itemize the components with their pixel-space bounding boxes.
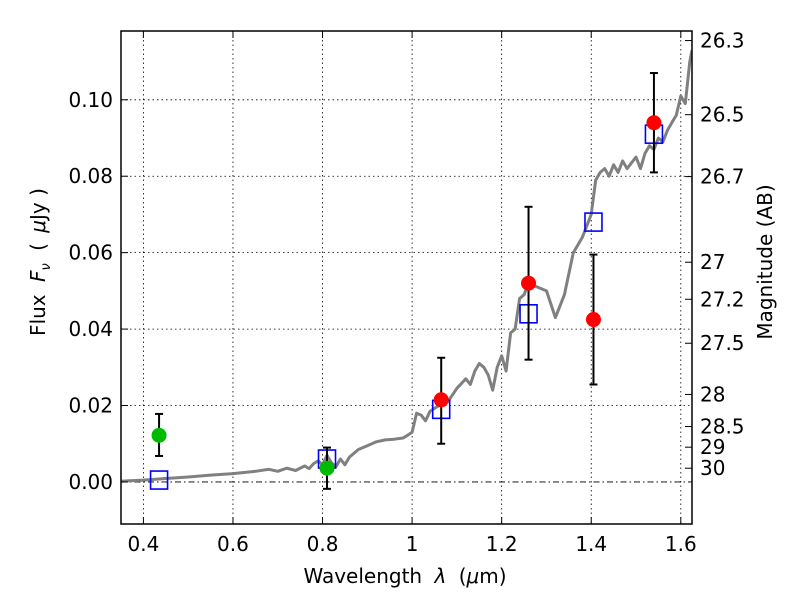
axis-ticks: 0.4 0.6 0.8 1 1.2 1.4 1.6 0.00 0.02 0.04 0.06 0.08 0… <box>68 29 744 556</box>
model-spectrum-line <box>121 49 692 483</box>
x-tick-label: 1.2 <box>486 532 518 556</box>
plot-frame <box>120 30 693 525</box>
y-tick-label: 0.00 <box>68 470 113 494</box>
y-tick-label: 0.04 <box>68 317 113 341</box>
observed-flux-point <box>319 460 335 476</box>
observed-flux-point <box>433 392 449 408</box>
x-tick-label: 0.8 <box>307 532 339 556</box>
y-tick-label: 0.10 <box>68 88 113 112</box>
y2-axis-title: Magnitude (AB) <box>753 184 777 339</box>
y2-tick-label: 27.5 <box>700 331 745 355</box>
y2-tick-label: 26.3 <box>700 29 745 53</box>
x-tick-label: 0.4 <box>127 532 159 556</box>
y2-tick-label: 28 <box>700 382 725 406</box>
y-tick-label: 0.06 <box>68 241 113 265</box>
grid-lines <box>121 31 692 524</box>
x-tick-label: 0.6 <box>217 532 249 556</box>
x-tick-label: 1.6 <box>665 532 697 556</box>
x-tick-label: 1 <box>406 532 419 556</box>
observed-flux-point <box>521 275 537 291</box>
y2-tick-label: 29 <box>700 435 725 459</box>
model-square-marker <box>149 470 169 490</box>
model-square-marker <box>584 212 603 232</box>
observed-flux-point <box>151 427 167 443</box>
y2-tick-label: 28.5 <box>700 415 745 439</box>
y2-tick-label: 26.5 <box>700 103 745 127</box>
y2-tick-label: 27.2 <box>700 287 745 311</box>
x-axis-title: Wavelength λ (μm) <box>303 564 506 588</box>
plot-area <box>121 49 692 490</box>
observed-flux-point <box>585 312 601 328</box>
y2-tick-label: 27 <box>700 250 725 274</box>
observed-flux-point <box>646 115 662 131</box>
plot-series <box>121 49 692 490</box>
y2-tick-label: 30 <box>700 456 725 480</box>
y-axis-title: Flux Fν ( μJy ) <box>26 188 55 336</box>
y2-tick-label: 26.7 <box>700 165 745 189</box>
y-tick-label: 0.02 <box>68 394 113 418</box>
x-tick-label: 1.4 <box>575 532 607 556</box>
y-tick-label: 0.08 <box>68 164 113 188</box>
